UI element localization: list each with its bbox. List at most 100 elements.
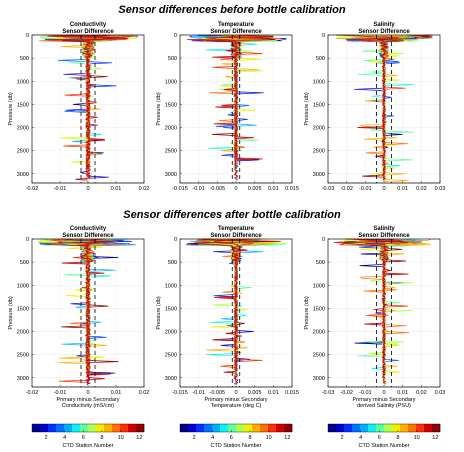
x-axis-label-line: Primary minus Secondary <box>353 397 416 403</box>
colorbar-tick-label: 2 <box>44 435 47 441</box>
y-tick-label: 1000 <box>313 79 325 85</box>
x-tick-label: -0.01 <box>359 390 372 396</box>
y-tick-label: 0 <box>26 33 29 39</box>
station-trace <box>205 34 281 164</box>
section-title-before: Sensor differences before bottle calibra… <box>118 4 345 16</box>
colorbar-swatch <box>408 424 417 432</box>
y-tick-label: 2500 <box>313 149 325 155</box>
colorbar-tick-label: 12 <box>432 435 438 441</box>
panel-title-line: Sensor Difference <box>62 29 114 35</box>
colorbar-swatch <box>400 424 409 432</box>
x-tick-label: 0.01 <box>268 186 279 192</box>
x-tick-label: -0.02 <box>340 186 353 192</box>
section-title-after: Sensor differences after bottle calibrat… <box>123 209 341 221</box>
panel-title-line: Salinity <box>373 226 395 232</box>
y-tick-label: 2000 <box>313 330 325 336</box>
y-tick-label: 500 <box>20 56 29 62</box>
x-tick-label: -0.02 <box>340 390 353 396</box>
x-tick-label: 0.01 <box>111 390 122 396</box>
panel-title-line: Sensor Difference <box>62 233 114 239</box>
x-tick-label: -0.03 <box>322 390 335 396</box>
y-tick-label: 2000 <box>165 330 177 336</box>
colorbar-frame <box>327 423 441 433</box>
y-tick-label: 500 <box>316 56 325 62</box>
panel-title-line: Temperature <box>218 22 255 28</box>
x-tick-label: 0.02 <box>139 186 150 192</box>
x-tick-label: 0.005 <box>248 390 262 396</box>
y-tick-label: 1500 <box>165 102 177 108</box>
x-tick-label: 0 <box>86 186 89 192</box>
panel-title-line: Temperature <box>218 226 255 232</box>
colorbar-2: 2 4 6 8 10 12 CTD Station Number <box>327 423 441 449</box>
y-tick-label: 1000 <box>165 283 177 289</box>
colorbar-swatch <box>432 424 441 432</box>
colorbar-swatch <box>220 424 229 432</box>
station-trace <box>47 34 120 169</box>
colorbar-swatch <box>416 424 425 432</box>
colorbar-tick-label: 4 <box>63 435 66 441</box>
x-tick-label: 0.01 <box>397 390 408 396</box>
y-tick-label: 0 <box>322 237 325 243</box>
x-axis-label-line: Conductivity (mS/cm) <box>62 403 114 409</box>
colorbar-tick-label: 8 <box>396 435 399 441</box>
colorbar-swatch <box>212 424 221 432</box>
y-tick-label: 500 <box>316 260 325 266</box>
station-trace-last <box>212 238 262 385</box>
y-axis-label: Pressure (db) <box>8 92 14 125</box>
y-tick-label: 2500 <box>165 149 177 155</box>
y-tick-label: 2500 <box>313 353 325 359</box>
colorbar-label: CTD Station Number <box>358 443 409 449</box>
y-tick-label: 3000 <box>17 172 29 178</box>
colorbar-frame <box>31 423 145 433</box>
x-tick-label: -0.02 <box>26 390 39 396</box>
y-tick-label: 1000 <box>165 79 177 85</box>
station-trace-last <box>205 34 274 181</box>
y-tick-label: 500 <box>168 56 177 62</box>
colorbar-swatch <box>180 424 189 432</box>
y-tick-label: 1500 <box>313 306 325 312</box>
colorbar-tick-label: 4 <box>359 435 362 441</box>
colorbar-swatch <box>56 424 65 432</box>
y-tick-label: 2500 <box>17 353 29 359</box>
panel-title-line: Sensor Difference <box>358 29 410 35</box>
y-axis-label: Pressure (db) <box>8 296 14 329</box>
colorbar-swatch <box>360 424 369 432</box>
colorbar-tick-label: 8 <box>248 435 251 441</box>
colorbar-swatch <box>336 424 345 432</box>
colorbar-swatch <box>32 424 41 432</box>
y-tick-label: 500 <box>20 260 29 266</box>
y-tick-label: 0 <box>26 237 29 243</box>
station-trace <box>186 34 270 169</box>
colorbar-tick-label: 2 <box>340 435 343 441</box>
x-tick-label: -0.015 <box>172 390 188 396</box>
x-tick-label: 0 <box>234 390 237 396</box>
y-tick-label: 2500 <box>165 353 177 359</box>
colorbar-swatch <box>384 424 393 432</box>
colorbar-tick-label: 6 <box>378 435 381 441</box>
colorbar-swatch <box>252 424 261 432</box>
x-tick-label: -0.03 <box>322 186 335 192</box>
x-tick-label: 0.015 <box>285 390 299 396</box>
x-axis-label-line: Temperature (deg C) <box>211 403 262 409</box>
colorbar-0: 2 4 6 8 10 12 CTD Station Number <box>31 423 145 449</box>
x-axis-label-line: derived Salinity (PSU) <box>357 403 411 409</box>
colorbar-swatch <box>284 424 293 432</box>
colorbar-tick-label: 10 <box>266 435 272 441</box>
colorbar-tick-label: 6 <box>230 435 233 441</box>
x-tick-label: -0.015 <box>172 186 188 192</box>
y-tick-label: 0 <box>322 33 325 39</box>
y-tick-label: 0 <box>174 237 177 243</box>
colorbar-tick-label: 8 <box>100 435 103 441</box>
colorbar-tick-label: 12 <box>136 435 142 441</box>
y-tick-label: 1000 <box>17 283 29 289</box>
colorbar-swatch <box>40 424 49 432</box>
y-tick-label: 3000 <box>17 376 29 382</box>
x-tick-label: 0.02 <box>416 390 427 396</box>
y-axis-label: Pressure (db) <box>156 92 162 125</box>
colorbar-swatch <box>260 424 269 432</box>
